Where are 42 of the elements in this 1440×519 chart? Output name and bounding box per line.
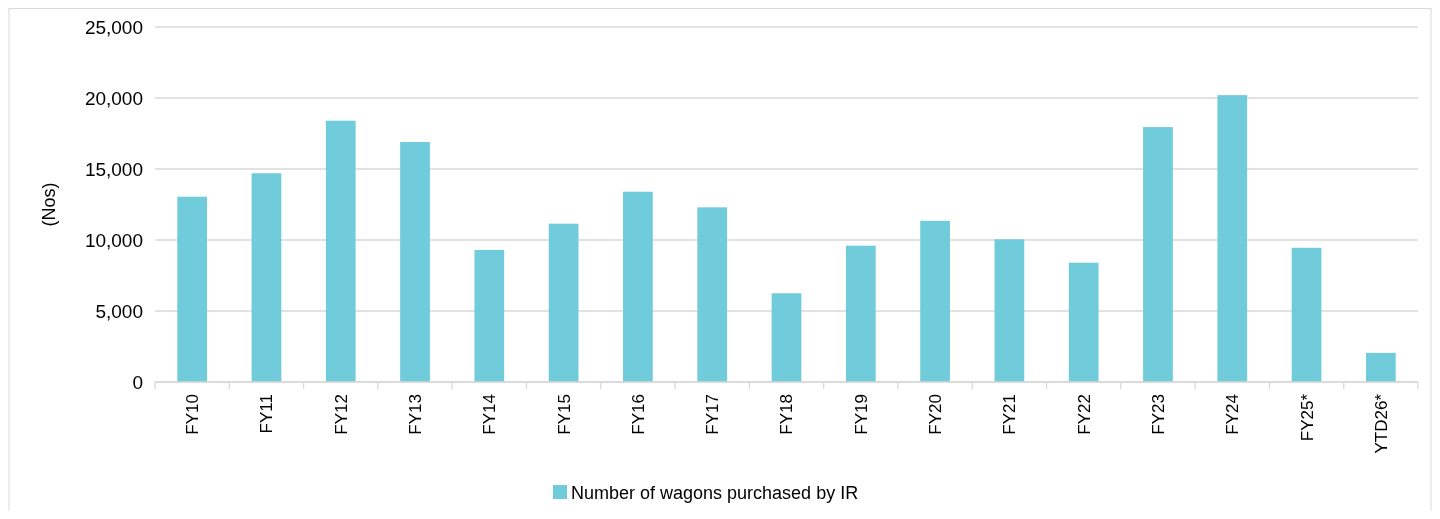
x-tick-label: FY18 <box>777 394 797 435</box>
x-tick-label: FY12 <box>331 394 351 435</box>
bar <box>1143 127 1173 382</box>
bar <box>920 220 950 382</box>
bar <box>1365 352 1396 382</box>
bar <box>623 191 653 382</box>
bar <box>325 120 356 382</box>
x-tick-label: FY21 <box>1000 394 1020 435</box>
x-tick-label: FY10 <box>183 394 203 435</box>
x-tick-label: FY11 <box>257 394 277 434</box>
x-tick-label: FY23 <box>1148 394 1168 435</box>
x-tick-label: FY15 <box>554 394 574 435</box>
bar <box>177 196 208 382</box>
x-tick-label: FY19 <box>851 394 871 435</box>
legend-label: Number of wagons purchased by IR <box>571 483 859 504</box>
x-tick-label: FY13 <box>405 394 425 435</box>
y-tick-label: 20,000 <box>84 87 143 109</box>
bar <box>474 249 505 382</box>
x-tick-label: FY16 <box>628 394 648 435</box>
y-axis-title: (Nos) <box>39 182 59 227</box>
bar <box>994 239 1025 382</box>
x-tick-label: FY25* <box>1297 393 1317 442</box>
bar <box>548 223 579 382</box>
bar <box>251 173 282 382</box>
y-tick-label: 25,000 <box>84 16 143 38</box>
x-tick-label: FY24 <box>1223 394 1243 435</box>
y-tick-label: 5,000 <box>95 300 143 322</box>
y-tick-label: 0 <box>132 371 143 393</box>
bar <box>1217 95 1248 382</box>
bar <box>771 293 802 382</box>
x-tick-label: FY20 <box>926 394 946 435</box>
bar <box>845 245 876 382</box>
x-tick-label: FY14 <box>480 394 500 435</box>
bar <box>400 142 430 382</box>
x-tick-label: FY17 <box>703 394 723 435</box>
bar <box>1068 262 1099 382</box>
y-tick-label: 15,000 <box>84 158 143 180</box>
y-tick-label: 10,000 <box>84 229 143 251</box>
bar <box>697 207 728 382</box>
x-tick-label: YTD26* <box>1371 393 1391 454</box>
x-tick-label: FY22 <box>1074 394 1094 435</box>
bar <box>1291 247 1322 382</box>
